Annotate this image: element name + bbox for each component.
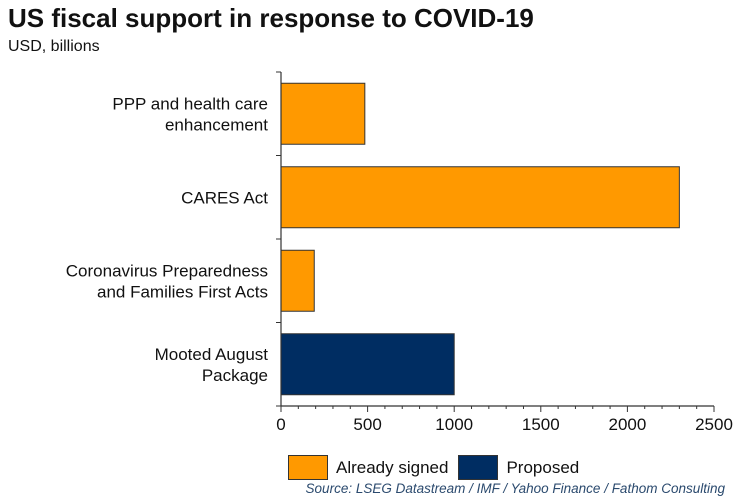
legend: Already signed Proposed	[288, 455, 589, 480]
legend-swatch-already-signed	[288, 455, 328, 480]
category-label-3-1: Package	[202, 366, 268, 385]
bar-0	[280, 82, 366, 145]
x-tick-label-1000: 1000	[435, 415, 473, 434]
bar-2	[280, 249, 315, 312]
x-tick-label-0: 0	[276, 415, 285, 434]
bar-3	[280, 333, 455, 396]
chart-subtitle: USD, billions	[8, 38, 100, 55]
category-label-1-0: CARES Act	[181, 188, 268, 207]
x-tick-label-2000: 2000	[608, 415, 646, 434]
x-tick-label-2500: 2500	[695, 415, 733, 434]
category-label-0-1: enhancement	[165, 115, 268, 134]
category-label-0-0: PPP and health care	[112, 94, 268, 113]
legend-label-already-signed: Already signed	[336, 457, 449, 477]
legend-label-proposed: Proposed	[506, 457, 580, 477]
chart-title: US fiscal support in response to COVID-1…	[8, 3, 534, 33]
category-label-2-1: and Families First Acts	[97, 282, 268, 301]
legend-swatch-proposed	[458, 455, 499, 480]
category-label-2-0: Coronavirus Preparedness	[66, 261, 268, 280]
legend-item-already-signed: Already signed	[288, 455, 448, 480]
x-tick-label-500: 500	[353, 415, 381, 434]
legend-item-proposed: Proposed	[458, 455, 579, 480]
source-note: Source: LSEG Datastream / IMF / Yahoo Fi…	[305, 481, 725, 496]
bar-1	[280, 166, 680, 229]
x-tick-label-1500: 1500	[522, 415, 560, 434]
category-label-3-0: Mooted August	[155, 345, 269, 364]
